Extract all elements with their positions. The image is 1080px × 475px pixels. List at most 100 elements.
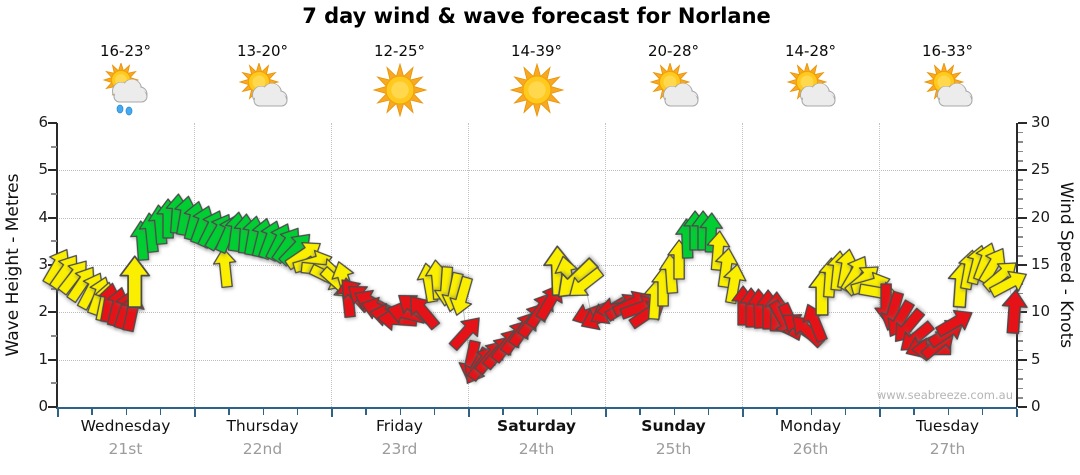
weather-icon-sun-cloud bbox=[920, 61, 976, 117]
left-axis-tick-label: 0 bbox=[38, 397, 48, 415]
h-gridline bbox=[57, 359, 1016, 361]
right-axis-line bbox=[1016, 123, 1018, 407]
bottom-axis-tick bbox=[742, 409, 744, 417]
right-axis-major-tick bbox=[1018, 311, 1027, 314]
bottom-axis-tick bbox=[947, 409, 950, 415]
weather-icon-sun bbox=[372, 62, 428, 118]
bottom-axis-tick bbox=[125, 409, 128, 415]
watermark: www.seabreeze.com.au bbox=[876, 388, 1013, 402]
right-axis-major-tick bbox=[1018, 406, 1027, 408]
weather-icon-sun-cloud-rain bbox=[98, 61, 154, 117]
bottom-axis-tick bbox=[296, 409, 299, 415]
left-axis-minor-tick bbox=[51, 240, 57, 243]
bottom-axis-tick bbox=[981, 409, 984, 415]
right-axis-minor-tick bbox=[1018, 179, 1023, 181]
day-boundary-gridline bbox=[194, 123, 195, 407]
bottom-axis-tick bbox=[331, 409, 333, 417]
right-axis-major-tick bbox=[1018, 216, 1027, 219]
weather-icon-sun-cloud bbox=[235, 61, 291, 117]
temperature-range-label: 16-23° bbox=[99, 42, 152, 60]
right-axis-major-tick bbox=[1018, 358, 1027, 361]
right-axis-major-tick bbox=[1018, 122, 1027, 124]
right-axis-tick-label: 10 bbox=[1031, 302, 1051, 321]
bottom-axis-tick bbox=[605, 409, 607, 417]
right-axis-minor-tick bbox=[1018, 160, 1023, 162]
left-axis-tick-label: 6 bbox=[38, 113, 48, 131]
left-axis-major-tick bbox=[48, 311, 57, 314]
wind-arrow bbox=[719, 261, 750, 306]
bottom-axis-line bbox=[56, 407, 1017, 409]
bottom-axis-tick bbox=[1016, 409, 1018, 417]
temperature-range-label: 16-33° bbox=[921, 42, 974, 60]
left-axis-minor-tick bbox=[51, 382, 57, 385]
right-axis-minor-tick bbox=[1018, 207, 1023, 210]
day-name-label: Thursday bbox=[226, 417, 299, 435]
bottom-axis-tick bbox=[502, 409, 504, 415]
right-axis-major-tick bbox=[1018, 264, 1027, 266]
right-axis-minor-tick bbox=[1018, 340, 1023, 342]
right-axis-minor-tick bbox=[1018, 131, 1023, 134]
left-axis-minor-tick bbox=[51, 335, 57, 337]
left-axis-minor-tick bbox=[51, 145, 57, 148]
bottom-axis-tick bbox=[844, 409, 847, 415]
bottom-axis-tick bbox=[776, 409, 778, 415]
bottom-axis-tick bbox=[468, 409, 470, 417]
right-axis-minor-tick bbox=[1018, 150, 1023, 153]
weather-icon-sun bbox=[509, 62, 565, 118]
left-axis-major-tick bbox=[48, 216, 57, 219]
day-boundary-gridline bbox=[879, 123, 880, 407]
right-axis-minor-tick bbox=[1018, 245, 1023, 248]
right-axis-tick-label: 0 bbox=[1031, 397, 1041, 415]
temperature-range-label: 13-20° bbox=[236, 42, 289, 60]
day-name-label: Tuesday bbox=[915, 417, 980, 435]
right-axis-major-tick bbox=[1018, 169, 1027, 172]
day-name-label: Wednesday bbox=[80, 417, 171, 435]
right-axis-minor-tick bbox=[1018, 141, 1023, 143]
bottom-axis-tick bbox=[707, 409, 710, 415]
wind-arrow bbox=[698, 212, 724, 254]
bottom-axis-tick bbox=[365, 409, 367, 415]
right-axis-minor-tick bbox=[1018, 349, 1023, 352]
left-axis-major-tick bbox=[48, 358, 57, 361]
right-axis-minor-tick bbox=[1018, 330, 1023, 333]
wind-arrow bbox=[561, 261, 608, 305]
bottom-axis-tick bbox=[262, 409, 265, 415]
day-name-label: Monday bbox=[779, 417, 842, 435]
left-axis-major-tick bbox=[48, 406, 57, 408]
right-axis-minor-tick bbox=[1018, 188, 1023, 191]
right-axis-tick-label: 15 bbox=[1031, 255, 1051, 273]
wind-arrow bbox=[445, 273, 480, 319]
bottom-axis-tick bbox=[810, 409, 813, 415]
bottom-axis-tick bbox=[673, 409, 676, 415]
day-date-label: 23rd bbox=[381, 440, 418, 458]
left-axis-major-tick bbox=[48, 169, 57, 172]
left-axis-minor-tick bbox=[51, 287, 57, 290]
bottom-axis-tick bbox=[536, 409, 539, 415]
h-gridline bbox=[57, 170, 1016, 172]
bottom-axis-tick bbox=[639, 409, 641, 415]
right-axis-minor-tick bbox=[1018, 387, 1023, 390]
right-axis-minor-tick bbox=[1018, 292, 1023, 295]
bottom-axis-tick bbox=[194, 409, 196, 417]
day-name-label: Sunday bbox=[641, 417, 706, 435]
wind-arrow bbox=[119, 255, 151, 309]
bottom-axis-tick bbox=[91, 409, 93, 415]
right-axis-tick-label: 25 bbox=[1031, 160, 1051, 179]
left-axis-major-tick bbox=[48, 122, 57, 124]
chart-title: 7 day wind & wave forecast for Norlane bbox=[302, 4, 771, 28]
bottom-axis-tick bbox=[433, 409, 436, 415]
right-axis-tick-label: 5 bbox=[1031, 349, 1041, 368]
weather-icon-sun-cloud bbox=[783, 61, 839, 117]
day-date-label: 26th bbox=[792, 440, 829, 458]
bottom-axis-tick bbox=[399, 409, 402, 415]
wind-arrow bbox=[211, 246, 239, 289]
wind-arrow bbox=[999, 288, 1029, 335]
left-axis-tick-label: 4 bbox=[38, 207, 48, 226]
right-axis-minor-tick bbox=[1018, 198, 1023, 200]
day-date-label: 22nd bbox=[242, 440, 283, 458]
wind-arrow bbox=[931, 302, 979, 343]
right-axis-tick-label: 20 bbox=[1031, 207, 1051, 226]
left-axis-tick-label: 2 bbox=[38, 302, 48, 321]
temperature-range-label: 20-28° bbox=[647, 42, 700, 60]
